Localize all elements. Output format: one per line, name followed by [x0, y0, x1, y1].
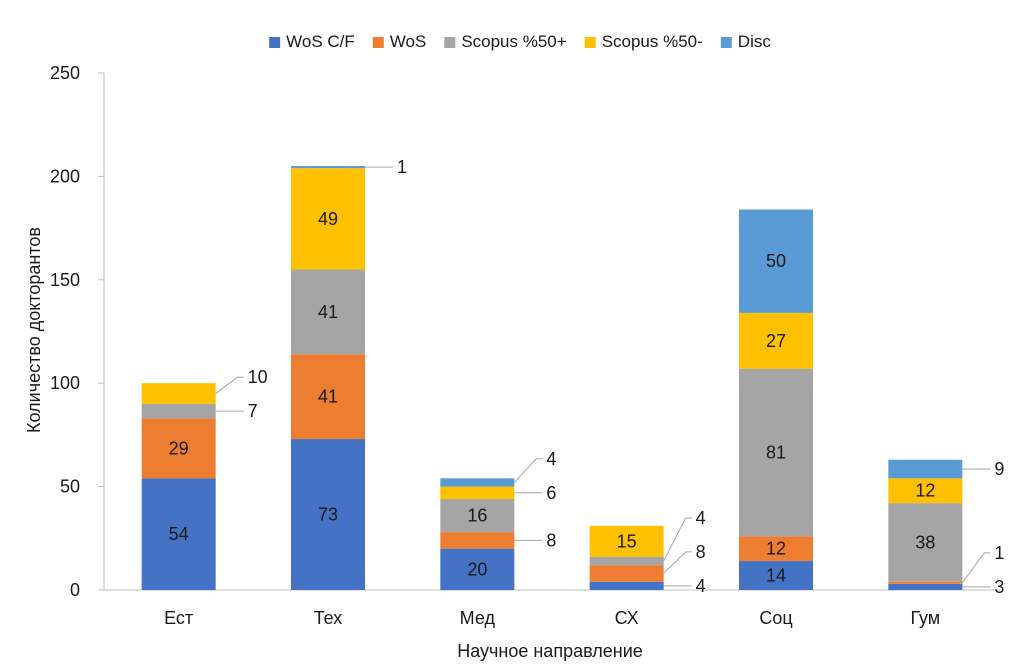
legend: WoS C/F WoS Scopus %50+ Scopus %50- Disc	[269, 32, 771, 51]
callout-line	[513, 458, 543, 483]
data-label: 41	[318, 302, 338, 322]
bar-segment	[888, 503, 963, 582]
data-label: 27	[766, 331, 786, 351]
data-label: 41	[318, 387, 338, 407]
legend-item: WoS	[372, 32, 427, 51]
legend-item: Scopus %50+	[444, 32, 567, 51]
x-tick-label: Ест	[164, 608, 193, 628]
bar-segment	[888, 478, 963, 504]
bar-segment	[291, 168, 365, 270]
bar-segment	[589, 556, 664, 566]
data-label: 54	[169, 524, 189, 544]
bar-segment	[888, 459, 963, 479]
legend-swatch	[269, 37, 281, 48]
data-label: 6	[546, 483, 556, 503]
callout-line	[663, 517, 692, 562]
bar-segment	[739, 561, 813, 590]
legend-item: WoS C/F	[269, 32, 355, 51]
data-label: 38	[915, 532, 935, 552]
data-label: 12	[915, 481, 935, 501]
data-label: 1	[994, 543, 1004, 563]
data-label: 12	[766, 539, 786, 559]
bars	[141, 166, 963, 590]
data-label: 29	[169, 438, 189, 458]
y-tick-label: 150	[50, 270, 80, 290]
bar-segment	[141, 383, 216, 404]
data-label: 8	[546, 530, 556, 550]
legend-label: WoS C/F	[286, 32, 355, 51]
y-tick-label: 0	[70, 580, 80, 600]
data-label: 16	[467, 506, 487, 526]
legend-item: Disc	[720, 32, 772, 51]
x-tick-label: Тех	[314, 608, 343, 628]
legend-swatch	[584, 37, 596, 48]
y-axis-title: Количество докторантов	[24, 227, 44, 433]
bar-segment	[589, 565, 664, 582]
bar-segment	[888, 583, 963, 590]
bar-segment	[739, 209, 813, 313]
bar-segment	[589, 581, 664, 590]
bar-segment	[739, 536, 813, 562]
bar-segment	[440, 532, 515, 549]
y-tick-label: 50	[60, 477, 80, 497]
bar-segment	[440, 548, 515, 590]
data-label: 81	[766, 442, 786, 462]
legend-item: Scopus %50-	[584, 32, 703, 51]
data-labels: 5429734141492016151412812750381271018644…	[169, 157, 1005, 597]
legend-label: Disc	[738, 32, 772, 51]
bar-segment	[440, 499, 515, 533]
x-tick-label: Гум	[910, 608, 940, 628]
bar-segment	[141, 403, 216, 419]
data-label: 4	[546, 449, 556, 469]
bar-segment	[291, 166, 365, 169]
legend-label: Scopus %50+	[461, 32, 566, 51]
bar-segment	[291, 354, 365, 440]
bar-segment	[141, 418, 216, 479]
x-tick-label: Соц	[759, 608, 792, 628]
data-label: 50	[766, 251, 786, 271]
data-label: 10	[248, 367, 268, 387]
x-axis-title: Научное направление	[457, 641, 643, 661]
legend-swatch	[720, 37, 732, 48]
data-label: 1	[397, 157, 407, 177]
data-label: 4	[696, 508, 706, 528]
data-label: 8	[696, 542, 706, 562]
callout-line	[215, 376, 244, 394]
callout-line	[961, 552, 991, 584]
bar-segment	[440, 486, 515, 500]
bar-segment	[739, 312, 813, 369]
x-tick-label: Мед	[460, 608, 496, 628]
data-label: 20	[467, 559, 487, 579]
data-label: 49	[318, 209, 338, 229]
bar-segment	[888, 581, 963, 584]
data-label: 7	[248, 401, 258, 421]
bar-segment	[141, 478, 216, 590]
data-label: 9	[994, 459, 1004, 479]
callout-line	[663, 551, 692, 574]
data-label: 73	[318, 505, 338, 525]
data-label: 4	[696, 576, 706, 596]
y-tick-label: 200	[50, 166, 80, 186]
bar-segment	[739, 368, 813, 537]
data-label: 14	[766, 566, 786, 586]
x-axis: Ест Тех Мед СХ Соц Гум	[104, 589, 1000, 628]
legend-swatch	[444, 37, 456, 48]
y-tick-label: 100	[50, 373, 80, 393]
y-axis: 0 50 100 150 200 250	[50, 63, 105, 600]
bar-segment	[440, 478, 515, 487]
legend-label: Scopus %50-	[602, 32, 703, 51]
legend-label: WoS	[390, 32, 427, 51]
bar-segment	[291, 269, 365, 355]
y-tick-label: 250	[50, 63, 80, 83]
bar-segment	[291, 439, 365, 590]
data-label: 3	[994, 577, 1004, 597]
bar-segment	[589, 525, 664, 557]
legend-swatch	[372, 37, 384, 48]
data-label: 15	[617, 531, 637, 551]
x-tick-label: СХ	[615, 608, 639, 628]
